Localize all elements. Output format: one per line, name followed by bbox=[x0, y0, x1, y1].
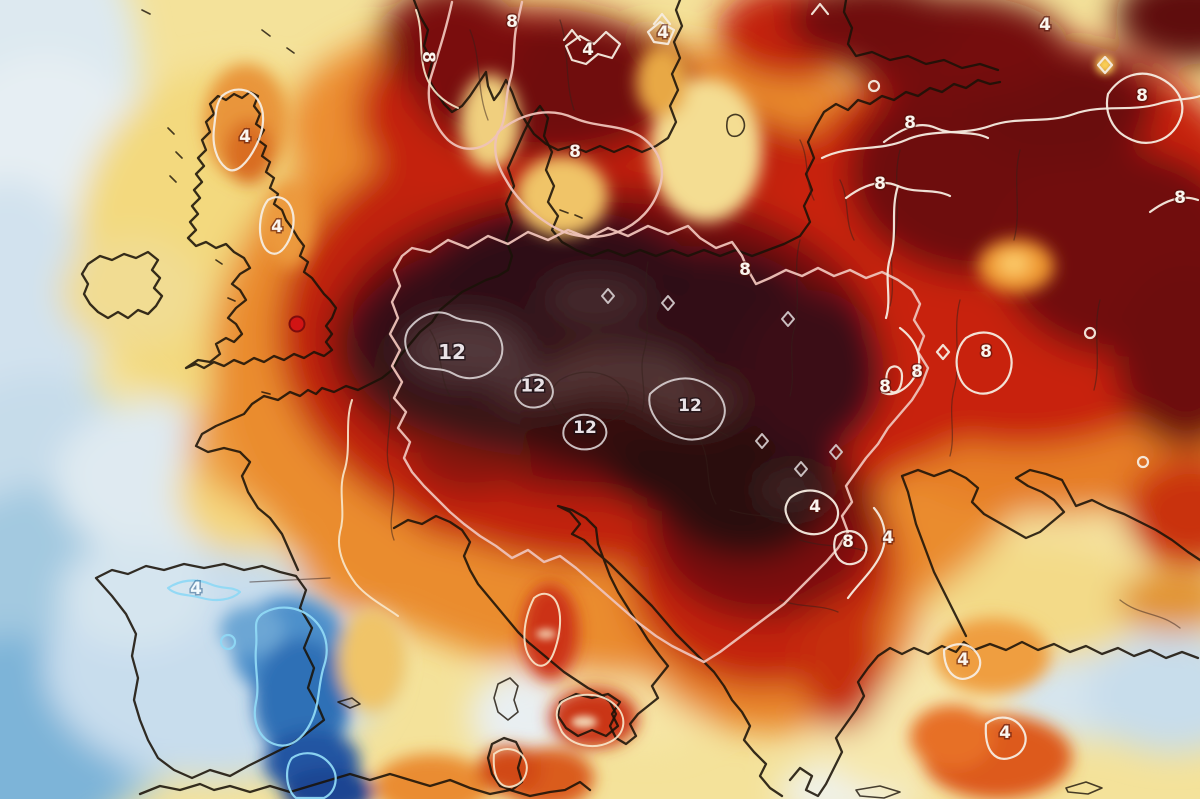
contour-label: 8 bbox=[842, 532, 854, 552]
contour-label: 4 bbox=[582, 40, 594, 60]
contour-label: 4 bbox=[882, 528, 894, 548]
small-islands bbox=[141, 9, 583, 395]
contour-4-turkey-1 bbox=[942, 643, 982, 680]
contour-minus4-spain-north bbox=[166, 579, 242, 602]
contour-minus4-spain-south bbox=[286, 752, 337, 799]
contour-label: 12 bbox=[438, 340, 466, 364]
contour-label: 8 bbox=[739, 260, 751, 280]
contour-8-norway bbox=[427, 0, 524, 150]
contour-4-ne-england bbox=[258, 196, 295, 255]
contour-label: 8 bbox=[506, 12, 518, 32]
coast-black-sea bbox=[900, 468, 1200, 638]
contour-4-sicily bbox=[555, 693, 625, 748]
coast-north-africa bbox=[138, 772, 592, 798]
contour-12-mid1 bbox=[514, 373, 554, 409]
coast-cyprus bbox=[1065, 781, 1103, 795]
coast-italy-adriatic-greece bbox=[392, 504, 784, 798]
contour-label: 4 bbox=[957, 650, 969, 670]
contour-4-sardinia bbox=[492, 748, 528, 788]
contour-4-finland bbox=[564, 30, 622, 66]
contour-label: 8 bbox=[980, 342, 992, 362]
contour-4-romania bbox=[784, 489, 840, 536]
contour-4-france-edge bbox=[338, 399, 399, 617]
contour-label: 4 bbox=[190, 579, 202, 599]
contour-4-finland-2 bbox=[646, 20, 676, 46]
contour-label: 8 bbox=[879, 377, 891, 397]
contour-label: 8 bbox=[569, 142, 581, 162]
contour-label: 4 bbox=[657, 23, 669, 43]
contour-8-russia-long bbox=[820, 94, 1200, 160]
contour-8-sweden bbox=[494, 111, 664, 238]
contour-lines bbox=[166, 0, 1200, 799]
contour-4-turkey-2 bbox=[984, 716, 1027, 760]
contour-8-central bbox=[388, 224, 930, 664]
contour-label: 8 bbox=[418, 51, 438, 63]
coast-ireland bbox=[80, 250, 164, 320]
contour-label: 12 bbox=[573, 418, 597, 438]
contour-8-russia-arc2 bbox=[882, 124, 990, 144]
contour-label: 4 bbox=[999, 723, 1011, 743]
location-marker-layer bbox=[288, 315, 306, 333]
contour-label: 4 bbox=[1039, 15, 1051, 35]
contour-label: 4 bbox=[809, 497, 821, 517]
coast-corsica bbox=[493, 677, 519, 721]
contour-label: 4 bbox=[271, 217, 283, 237]
contour-label: 8 bbox=[1174, 188, 1186, 208]
contour-label: 4 bbox=[239, 127, 251, 147]
contour-8-ukraine-loop bbox=[955, 331, 1013, 395]
contour-8-bulgaria bbox=[833, 530, 868, 566]
red-dot-marker bbox=[288, 315, 306, 333]
contour-8-ukraine-hook bbox=[880, 326, 921, 396]
contour-8-russia-loop bbox=[1105, 72, 1184, 144]
contour-label: 8 bbox=[911, 362, 923, 382]
coast-sicily bbox=[556, 692, 622, 738]
island-gotland bbox=[726, 113, 746, 138]
coast-great-britain bbox=[184, 90, 338, 370]
contour-4-scotland bbox=[212, 88, 265, 172]
coast-balearics bbox=[337, 697, 361, 709]
contour-12-mid2 bbox=[562, 413, 608, 451]
coast-finland-gulf bbox=[842, 0, 1000, 72]
contour-minus4-spain-east bbox=[253, 606, 328, 747]
coast-peloponnese-aegean bbox=[788, 640, 1200, 798]
contour-label: 8 bbox=[1136, 86, 1148, 106]
contour-label: 12 bbox=[678, 396, 702, 416]
contour-label: 8 bbox=[874, 174, 886, 194]
contour-4-norway-coast bbox=[415, 9, 459, 109]
coastlines bbox=[80, 0, 1200, 799]
contour-label: 12 bbox=[520, 376, 545, 397]
contour-12-west bbox=[404, 311, 504, 380]
temperature-field-detail bbox=[204, 46, 1072, 799]
contour-4-italy bbox=[523, 592, 562, 667]
coast-iberia bbox=[94, 562, 326, 780]
coast-crete bbox=[855, 785, 901, 799]
contour-12-east bbox=[648, 377, 726, 441]
contour-label: 8 bbox=[904, 113, 916, 133]
